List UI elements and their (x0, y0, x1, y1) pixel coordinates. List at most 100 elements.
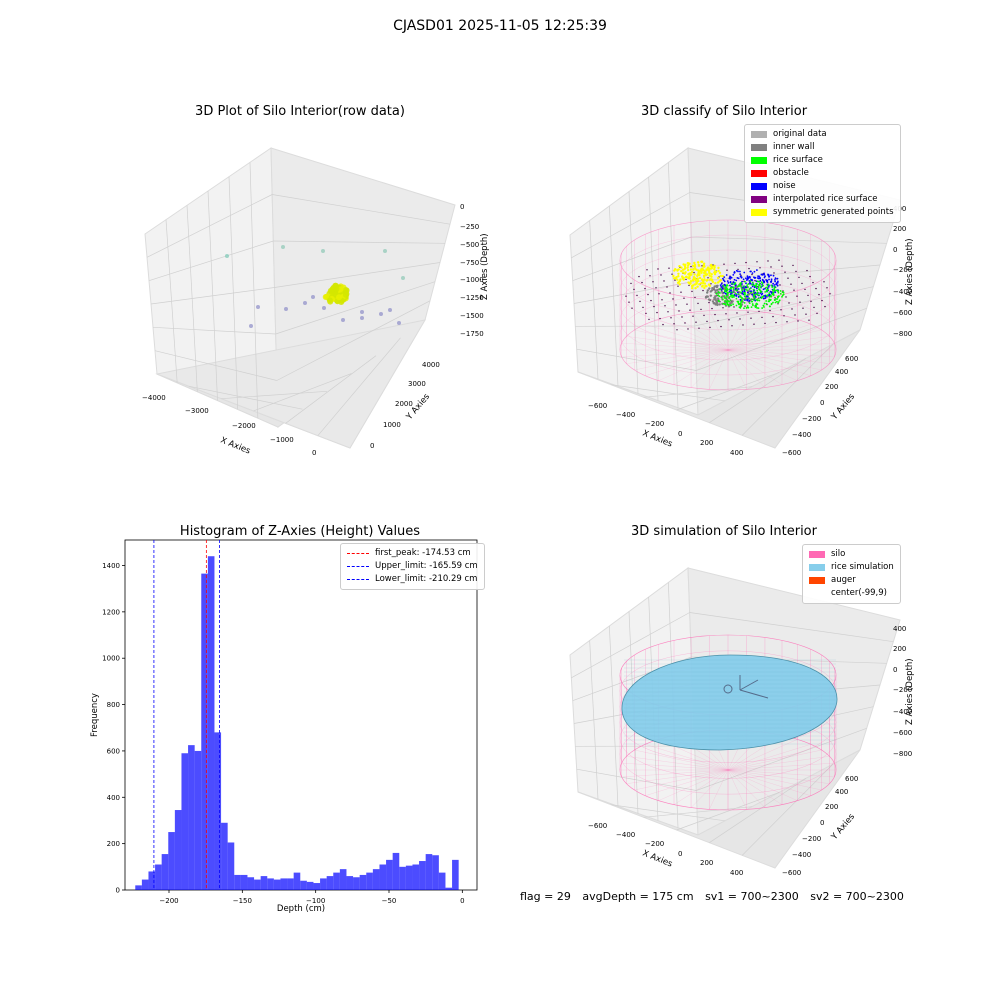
interpolated-point (751, 274, 752, 275)
histogram-bar (208, 556, 215, 890)
inner-wall-point (706, 295, 708, 297)
noise-point (774, 281, 776, 283)
symmetric-point (672, 275, 674, 277)
histogram-bar (234, 875, 241, 890)
swatch (751, 209, 767, 216)
interpolated-point (668, 268, 669, 269)
interpolated-point (672, 298, 673, 299)
symmetric-point (688, 275, 690, 277)
noise-point (721, 283, 723, 285)
interpolated-point (687, 328, 688, 329)
histogram-bar (432, 855, 439, 890)
interpolated-point (723, 264, 724, 265)
symmetric-point (691, 285, 693, 287)
interpolated-point (678, 310, 679, 311)
data-point (401, 276, 405, 280)
rice-surface-point (770, 299, 772, 301)
inner-wall-point (715, 303, 717, 305)
symmetric-point (713, 266, 715, 268)
noise-point (738, 277, 740, 279)
legend-item: original data (751, 128, 894, 141)
y-tick: −400 (792, 851, 811, 859)
line-swatch (347, 566, 369, 567)
interpolated-point (681, 316, 682, 317)
rice-surface-point (772, 302, 774, 304)
symmetric-point (680, 266, 682, 268)
x-ticks: −200 −150 −100 −50 0 (159, 890, 464, 905)
rice-surface-point (763, 305, 765, 307)
rice-surface-point (779, 300, 781, 302)
rice-surface-point (730, 299, 732, 301)
rice-surface-point (719, 288, 721, 290)
interpolated-point (778, 260, 779, 261)
rice-surface-point (761, 307, 763, 309)
y-tick: 600 (845, 775, 858, 783)
z-tick: 200 (893, 645, 906, 653)
interpolated-point (808, 320, 809, 321)
interpolated-point (646, 269, 647, 270)
x-axis-label: X Axies (641, 849, 674, 870)
z-tick: 400 (893, 625, 906, 633)
x-tick: 200 (700, 439, 713, 447)
histogram-bar (373, 869, 380, 890)
interpolated-point (799, 302, 800, 303)
symmetric-point (699, 277, 701, 279)
histogram-bar (228, 842, 235, 890)
histogram-bar (287, 878, 294, 890)
noise-point (751, 294, 753, 296)
rice-surface-point (750, 280, 752, 282)
symmetric-point (717, 267, 719, 269)
z-tick: −250 (460, 223, 479, 231)
symmetric-point (708, 271, 710, 273)
noise-point (770, 291, 772, 293)
rice-surface-point (735, 293, 737, 295)
rice-surface-point (749, 288, 751, 290)
rice-surface-point (758, 298, 760, 300)
noise-point (720, 284, 722, 286)
symmetric-point (693, 265, 695, 267)
data-point (388, 308, 392, 312)
y-axis-label: Y Axies (829, 392, 857, 423)
rice-surface-point (751, 284, 753, 286)
inner-wall-point (713, 285, 715, 287)
x-tick: −600 (588, 822, 607, 830)
interpolated-point (809, 276, 810, 277)
rice-surface-point (747, 294, 749, 296)
inner-wall-point (713, 297, 715, 299)
interpolated-point (671, 274, 672, 275)
inner-wall-point (716, 285, 718, 287)
histogram-legend: first_peak: -174.53 cm Upper_limit: -165… (340, 543, 485, 590)
rice-surface-point (762, 283, 764, 285)
interpolated-point (786, 321, 787, 322)
interpolated-point (742, 324, 743, 325)
rice-surface-point (725, 295, 727, 297)
rice-surface-point (738, 293, 740, 295)
data-point (383, 249, 387, 253)
rice-surface-point (752, 305, 754, 307)
noise-point (727, 280, 729, 282)
rice-surface-point (751, 301, 753, 303)
data-point (321, 249, 325, 253)
rice-surface-point (762, 285, 764, 287)
z-axis-label: Z Axies (Depth) (480, 233, 490, 300)
interpolated-point (792, 265, 793, 266)
rice-surface-point (744, 302, 746, 304)
interpolated-point (758, 311, 759, 312)
rice-surface-point (717, 294, 719, 296)
y-tick: 2000 (395, 400, 413, 408)
interpolated-point (688, 285, 689, 286)
swatch (809, 590, 825, 597)
rice-surface-point (756, 290, 758, 292)
interpolated-point (650, 300, 651, 301)
noise-point (748, 300, 750, 302)
rice-surface-point (751, 298, 753, 300)
interpolated-point (821, 300, 822, 301)
legend-item: symmetric generated points (751, 206, 894, 219)
swatch (751, 170, 767, 177)
simulation-plot-title: 3D simulation of Silo Interior (574, 524, 874, 539)
z-tick: −1500 (460, 312, 484, 320)
rice-surface-point (757, 292, 759, 294)
rice-surface-point (733, 288, 735, 290)
rice-surface-point (753, 289, 755, 291)
interpolated-point (745, 262, 746, 263)
